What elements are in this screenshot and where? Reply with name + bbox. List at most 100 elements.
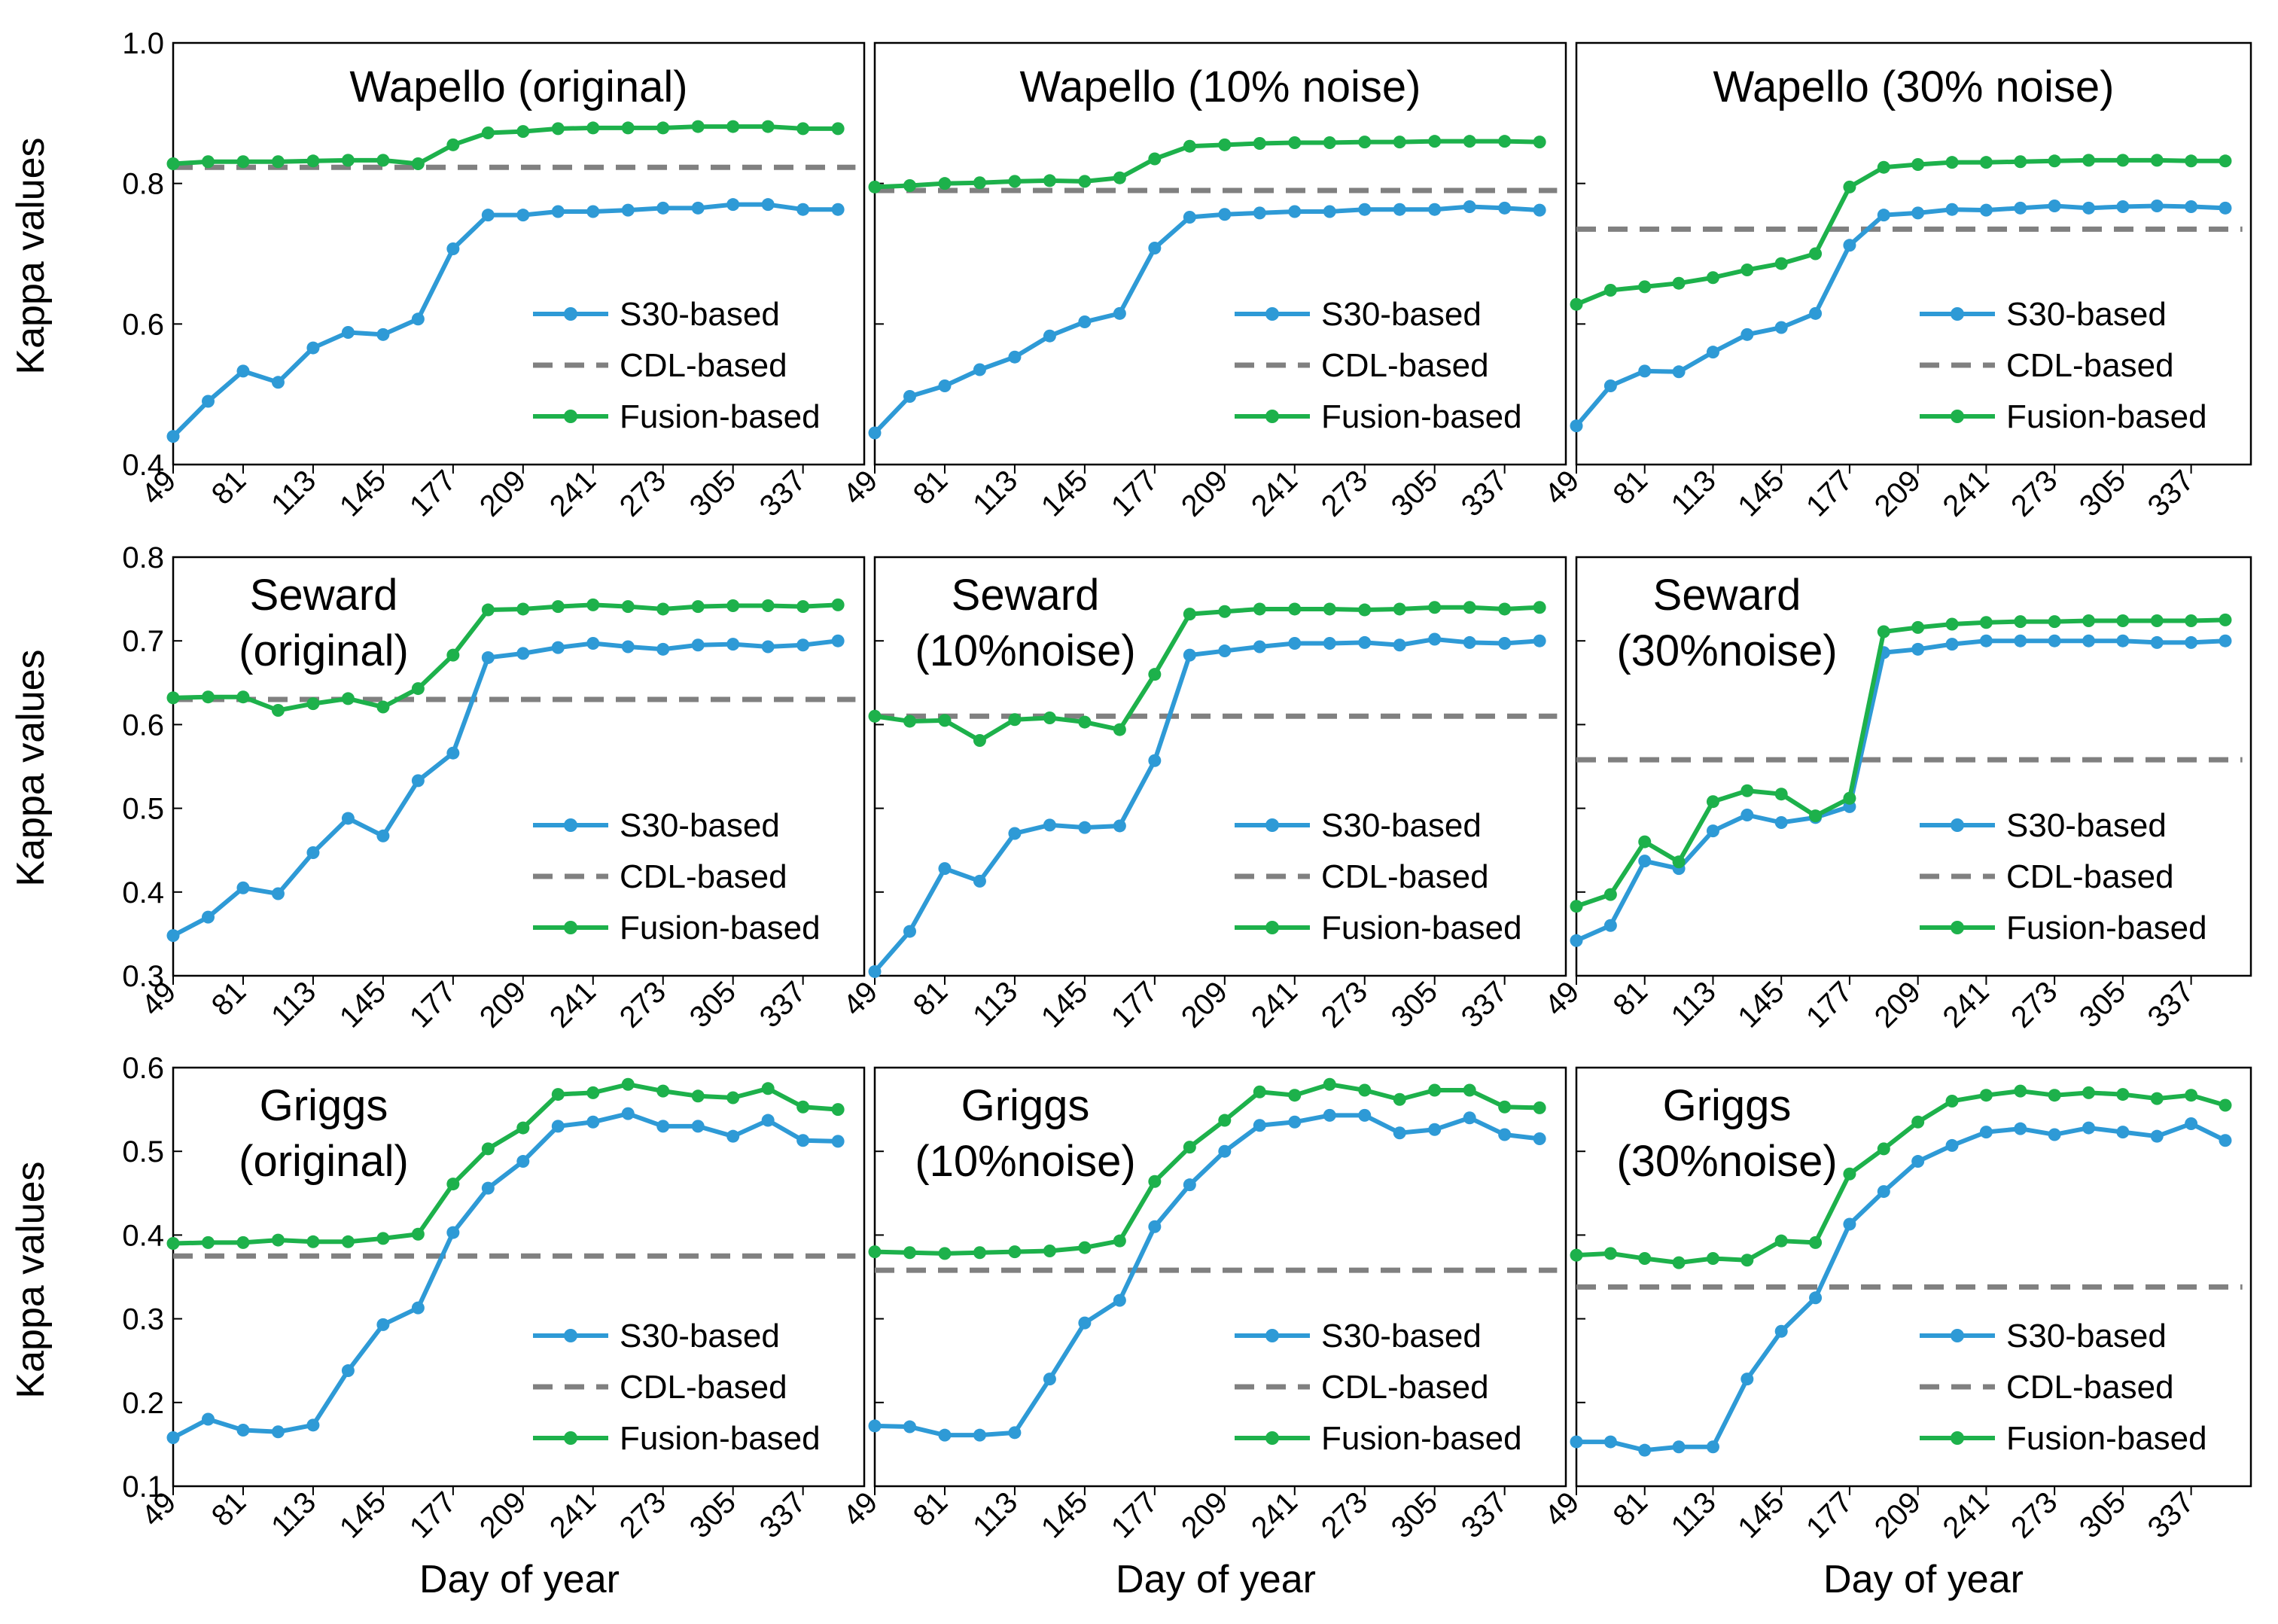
s30-data-point — [1078, 315, 1092, 329]
x-axis-label-col-1: Day of year — [419, 1558, 620, 1601]
legend-fusion-marker — [1265, 921, 1279, 934]
fusion-data-point — [1672, 855, 1686, 869]
fusion-data-point — [1008, 1245, 1022, 1259]
s30-data-point — [341, 812, 355, 825]
s30-data-point — [1358, 635, 1372, 649]
s30-data-point — [796, 1134, 810, 1147]
s30-data-point — [1740, 1373, 1754, 1386]
fusion-data-point — [831, 1103, 845, 1117]
s30-data-point — [1740, 328, 1754, 341]
fusion-data-point — [306, 154, 320, 168]
panel-title: (10%noise) — [915, 626, 1135, 675]
legend-s30-label: S30-based — [620, 296, 780, 333]
s30-data-point — [1809, 1291, 1823, 1305]
s30-data-point — [2116, 1126, 2130, 1139]
s30-data-point — [1570, 419, 1583, 433]
s30-data-point — [1393, 203, 1406, 216]
fusion-data-point — [586, 598, 600, 611]
s30-data-point — [1428, 1123, 1442, 1136]
s30-data-point — [201, 910, 215, 924]
fusion-data-point — [1253, 602, 1266, 616]
y-tick-label: 0.8 — [122, 541, 164, 574]
fusion-data-point — [1877, 1142, 1890, 1156]
s30-data-point — [516, 647, 530, 660]
fusion-data-point — [1774, 1234, 1788, 1248]
s30-data-point — [1183, 210, 1196, 224]
fusion-data-point — [973, 734, 986, 748]
s30-data-point — [271, 1425, 285, 1439]
s30-data-point — [938, 1428, 952, 1442]
fusion-data-point — [1498, 602, 1512, 616]
fusion-data-point — [1498, 135, 1512, 148]
s30-data-point — [586, 637, 600, 651]
s30-data-point — [586, 1115, 600, 1129]
fusion-data-point — [1774, 257, 1788, 270]
fusion-data-point — [166, 691, 180, 705]
s30-data-point — [1113, 819, 1126, 833]
s30-data-point — [236, 364, 250, 378]
s30-data-point — [1078, 821, 1092, 834]
s30-data-point — [1843, 239, 1856, 252]
panel-title: Wapello (original) — [349, 62, 687, 111]
fusion-data-point — [1113, 723, 1126, 736]
fusion-data-point — [1358, 1083, 1372, 1097]
fusion-data-point — [1911, 1115, 1925, 1129]
s30-data-point — [1979, 203, 1993, 217]
s30-data-point — [1979, 1126, 1993, 1139]
s30-data-point — [1323, 1108, 1336, 1122]
fusion-data-point — [1288, 602, 1302, 616]
fusion-data-point — [1672, 1256, 1686, 1269]
fusion-data-point — [1979, 1089, 1993, 1102]
s30-data-point — [1288, 1115, 1302, 1129]
s30-data-point — [1498, 201, 1512, 215]
fusion-data-point — [341, 692, 355, 705]
s30-data-point — [1498, 1128, 1512, 1141]
fusion-data-point — [2116, 614, 2130, 628]
fusion-data-point — [1463, 1083, 1476, 1097]
s30-data-point — [1393, 638, 1406, 652]
s30-data-point — [2048, 200, 2061, 213]
fusion-data-point — [481, 603, 495, 617]
y-tick-label: 0.6 — [122, 708, 164, 742]
s30-data-point — [236, 881, 250, 894]
fusion-data-point — [2116, 154, 2130, 167]
s30-data-point — [1113, 1293, 1126, 1307]
fusion-data-point — [938, 1247, 952, 1260]
fusion-data-point — [1603, 1247, 1617, 1260]
s30-data-point — [868, 1419, 882, 1433]
s30-data-point — [761, 1114, 775, 1127]
s30-data-point — [1008, 827, 1022, 840]
legend-s30-label: S30-based — [1321, 807, 1482, 844]
fusion-data-point — [1148, 668, 1162, 681]
y-tick-label: 0.6 — [122, 308, 164, 341]
fusion-data-point — [376, 700, 390, 714]
y-axis-label-row-2: Kappa values — [9, 649, 53, 886]
s30-data-point — [1148, 1220, 1162, 1233]
fusion-data-point — [1603, 888, 1617, 901]
legend-s30-marker — [564, 818, 577, 832]
fusion-data-point — [1638, 280, 1652, 294]
fusion-data-point — [1570, 1248, 1583, 1262]
s30-data-point — [306, 1418, 320, 1432]
plot-frame — [873, 1066, 1567, 1488]
fusion-data-point — [903, 178, 916, 192]
fusion-data-point — [621, 600, 635, 614]
y-tick-label: 0.7 — [122, 625, 164, 658]
s30-data-point — [868, 964, 882, 978]
fusion-data-point — [1979, 616, 1993, 629]
legend-fusion-marker — [1265, 1431, 1279, 1445]
s30-data-point — [2048, 634, 2061, 647]
s30-data-point — [621, 203, 635, 217]
legend-fusion-label: Fusion-based — [620, 910, 821, 946]
fusion-data-point — [1358, 136, 1372, 149]
fusion-data-point — [1218, 605, 1232, 618]
s30-data-point — [903, 925, 916, 938]
fusion-data-point — [1078, 175, 1092, 188]
s30-data-point — [306, 846, 320, 860]
panel-title: Wapello (30% noise) — [1713, 62, 2115, 111]
s30-data-point — [1253, 206, 1266, 220]
s30-data-point — [271, 887, 285, 900]
fusion-data-point — [166, 157, 180, 171]
s30-data-point — [831, 634, 845, 647]
